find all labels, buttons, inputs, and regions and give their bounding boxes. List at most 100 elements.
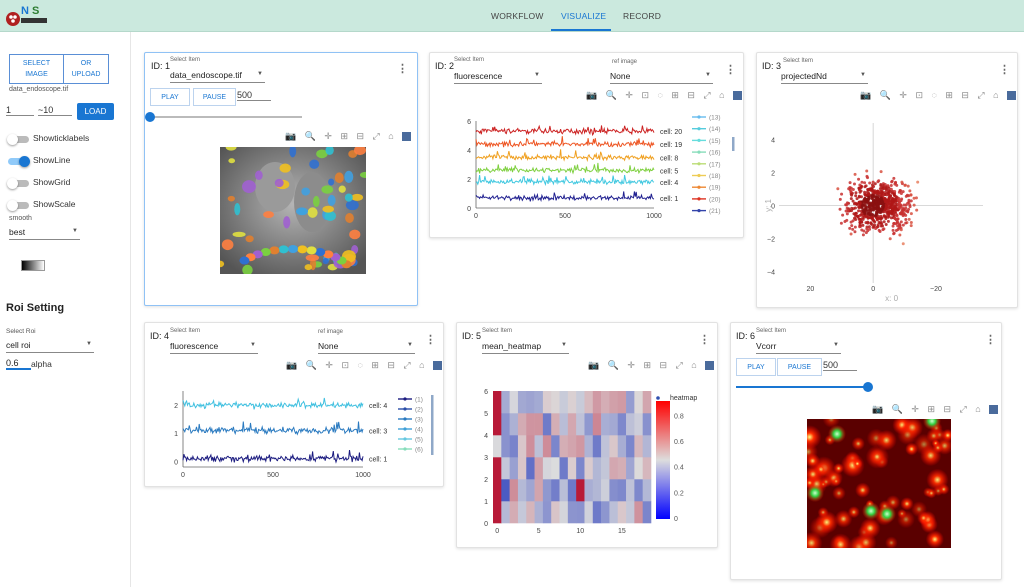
toggle-showscale[interactable] [7, 200, 29, 211]
plot-toolbar[interactable]: 📷 🔍 ✛ ⊡ ◌ ⊞ ⊟ ⤢ ⌂ [860, 90, 1017, 101]
colormap-swatch[interactable] [21, 260, 45, 271]
ref-image-select[interactable]: None ▼ [610, 71, 713, 84]
scatter-point [891, 224, 895, 228]
ref-image-value: None [610, 71, 631, 81]
panel-id: ID: 2 [435, 61, 455, 71]
roi-shape [315, 248, 326, 257]
range-start-input[interactable]: 1 [6, 105, 34, 116]
vcorr-hotspot [878, 505, 896, 523]
heatmap-cell [493, 413, 502, 436]
more-options-icon[interactable]: ⋮ [999, 64, 1010, 76]
scatter-point [854, 194, 858, 198]
vcorr-image [807, 419, 951, 548]
item-select[interactable]: fluorescence ▼ [170, 341, 258, 354]
scatter-point [881, 186, 885, 190]
interval-input[interactable]: 500 [823, 360, 857, 371]
heatmap-cell [601, 501, 610, 524]
scatter-point [856, 214, 860, 218]
roi-shape [307, 207, 318, 218]
heatmap-cell [634, 413, 643, 436]
heatmap-cell [576, 479, 585, 502]
slider-thumb[interactable] [863, 382, 873, 392]
heatmap-cell [617, 435, 627, 458]
ref-image-select[interactable]: None ▼ [318, 341, 415, 354]
legend-marker [697, 138, 701, 142]
vcorr-hotspot [828, 425, 846, 443]
chevron-down-icon: ▼ [257, 71, 263, 77]
scatter-point [873, 182, 877, 186]
scatter-point [846, 209, 850, 213]
interval-input[interactable]: 500 [237, 90, 271, 101]
heatmap-cell [534, 501, 544, 524]
roi-shape [323, 250, 334, 259]
scatter-point [891, 197, 895, 201]
heatmap-cell [609, 391, 619, 414]
roi-shape [289, 147, 297, 158]
scatter-point [899, 203, 903, 207]
pause-button[interactable]: PAUSE [193, 88, 236, 106]
item-select[interactable]: projectedNd ▼ [781, 71, 868, 84]
toggle-showgrid[interactable] [7, 178, 29, 189]
scatter-point [853, 230, 857, 234]
more-options-icon[interactable]: ⋮ [725, 64, 736, 76]
item-select[interactable]: mean_heatmap ▼ [482, 341, 569, 354]
more-options-icon[interactable]: ⋮ [397, 63, 408, 75]
tab-record[interactable]: RECORD [623, 11, 662, 21]
pause-button[interactable]: PAUSE [777, 358, 822, 376]
item-select[interactable]: fluorescence ▼ [454, 71, 542, 84]
plot-toolbar[interactable]: 📷 🔍 ✛ ⊡ ◌ ⊞ ⊟ ⤢ ⌂ [586, 90, 743, 101]
plot-toolbar[interactable]: 📷 🔍 ✛ ⊞ ⊟ ⤢ ⌂ [588, 360, 715, 371]
toggle-showticklabels[interactable] [7, 134, 29, 145]
item-select[interactable]: Vcorr ▼ [756, 341, 841, 354]
scatter-point [895, 183, 899, 187]
roi-select[interactable]: cell roi ▼ [6, 340, 94, 353]
scatter-point [852, 182, 856, 186]
roi-shape [278, 245, 289, 254]
series-label: cell: 20 [660, 129, 682, 136]
scatter-point [886, 198, 890, 202]
heatmap-cell [559, 413, 569, 436]
plot-toolbar[interactable]: 📷 🔍 ✛ ⊡ ◌ ⊞ ⊟ ⤢ ⌂ [286, 360, 443, 371]
panel-id: ID: 4 [150, 331, 170, 341]
range-end-input[interactable]: ~10 [38, 105, 72, 116]
scatter-point [858, 223, 862, 227]
vcorr-blob [876, 429, 897, 451]
roi-shape [305, 254, 320, 262]
play-button[interactable]: PLAY [150, 88, 190, 106]
item-select[interactable]: data_endoscope.tif ▼ [170, 70, 265, 83]
select-item-label: Select Item [756, 328, 787, 334]
scatter-point [880, 191, 884, 195]
y-tick-label: 0 [484, 521, 488, 528]
slider-thumb[interactable] [145, 112, 155, 122]
alpha-input[interactable]: 0.6 [6, 358, 31, 370]
upload-button[interactable]: OR UPLOAD [63, 54, 109, 84]
tab-visualize[interactable]: VISUALIZE [561, 11, 607, 21]
scatter-point [867, 192, 871, 196]
y-tick-label: 1 [484, 499, 488, 506]
scatter-point [848, 226, 852, 230]
tab-workflow[interactable]: WORKFLOW [491, 11, 544, 21]
load-button[interactable]: LOAD [77, 103, 114, 120]
scatter-point [861, 233, 865, 237]
play-button[interactable]: PLAY [736, 358, 776, 376]
heatmap-cell [559, 501, 569, 524]
scatter-point [867, 195, 871, 199]
scatter-point [907, 217, 911, 221]
heatmap-cell [526, 413, 535, 436]
vcorr-blob [807, 453, 821, 469]
toggle-showline[interactable] [8, 156, 30, 167]
roi-shape [239, 256, 250, 265]
scatter-point [887, 196, 891, 200]
scatter-point [850, 224, 854, 228]
chevron-down-icon: ▼ [86, 341, 92, 347]
plot-toolbar[interactable]: 📷 🔍 ✛ ⊞ ⊟ ⤢ ⌂ [872, 404, 999, 415]
more-options-icon[interactable]: ⋮ [699, 334, 710, 346]
select-image-button[interactable]: SELECT IMAGE [9, 54, 64, 84]
smooth-select[interactable]: best ▼ [9, 227, 80, 240]
frame-slider[interactable] [736, 382, 873, 392]
more-options-icon[interactable]: ⋮ [985, 334, 996, 346]
more-options-icon[interactable]: ⋮ [425, 334, 436, 346]
frame-slider[interactable] [145, 112, 302, 122]
plot-toolbar[interactable]: 📷 🔍 ✛ ⊞ ⊟ ⤢ ⌂ [285, 131, 412, 142]
legend-marker [697, 173, 701, 178]
